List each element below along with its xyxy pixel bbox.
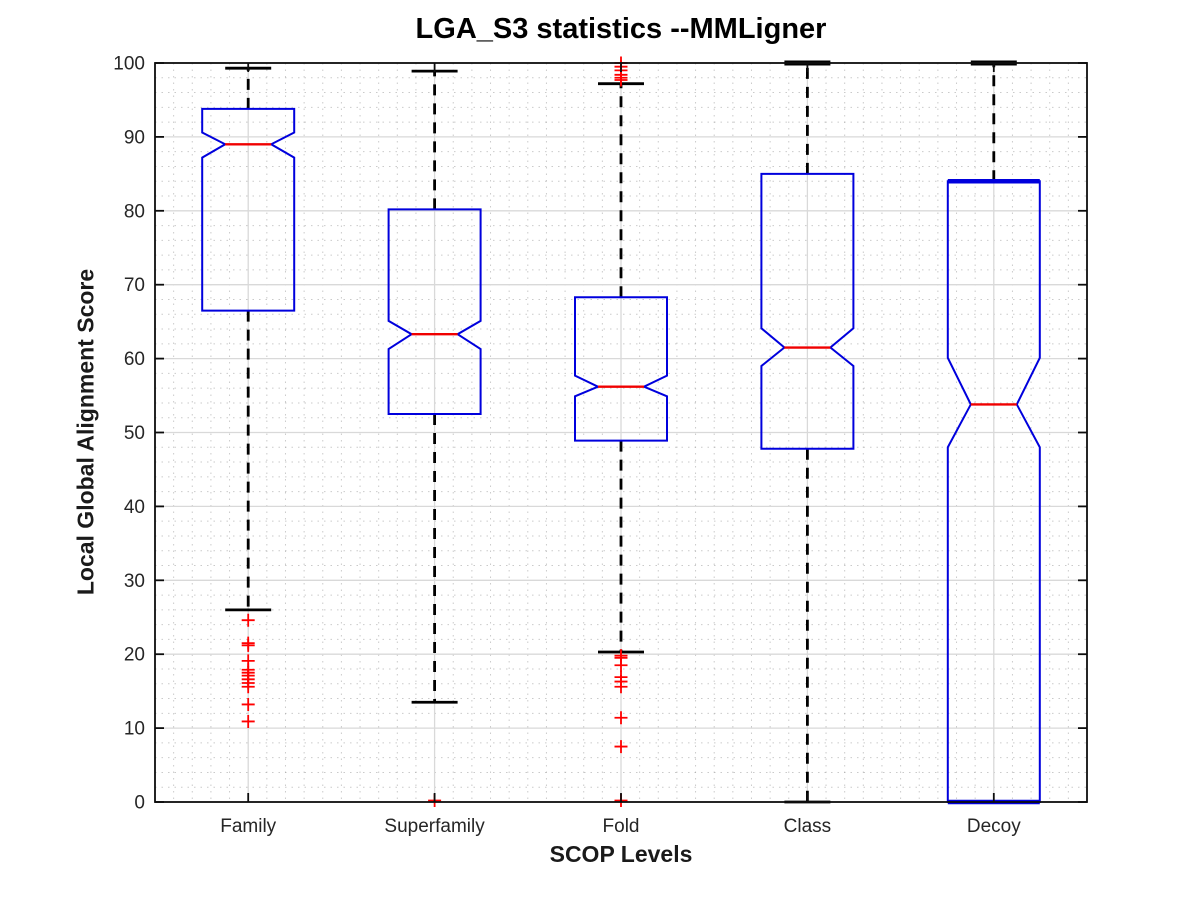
y-axis-label: Local Global Alignment Score: [72, 268, 99, 596]
outlier-marker: [614, 740, 628, 754]
outlier-marker: [614, 711, 628, 725]
outlier-marker: [241, 680, 255, 694]
y-tick-label: 100: [113, 54, 145, 75]
y-tick-labels: 0 10 20 30 40 50 60 70 80 90 100: [113, 54, 145, 814]
y-tick-label: 70: [124, 275, 145, 296]
x-tick-label-superfamily: Superfamily: [384, 816, 485, 837]
box-group-superfamily: [387, 69, 482, 808]
x-tick-labels: Family Superfamily Fold Class Decoy: [220, 816, 1021, 837]
outlier-marker: [614, 658, 628, 672]
x-axis-label: SCOP Levels: [549, 841, 693, 867]
x-tick-label-family: Family: [220, 816, 276, 837]
axis-ticks: [155, 62, 1087, 803]
outlier-marker: [241, 714, 255, 728]
box-superfamily: [387, 208, 482, 416]
y-tick-label: 60: [124, 349, 145, 370]
y-tick-label: 0: [134, 793, 145, 814]
outlier-marker: [614, 680, 628, 694]
outlier-marker: [241, 613, 255, 627]
y-tick-label: 80: [124, 201, 145, 222]
box-group-fold: [574, 56, 668, 808]
y-tick-label: 40: [124, 497, 145, 518]
outlier-marker: [614, 73, 628, 87]
x-tick-label-class: Class: [784, 816, 832, 837]
y-tick-label: 30: [124, 571, 145, 592]
y-tick-label: 10: [124, 719, 145, 740]
box-fold: [574, 296, 668, 442]
x-tick-label-decoy: Decoy: [967, 816, 1021, 837]
outliers-family: [241, 613, 255, 728]
y-tick-label: 50: [124, 423, 145, 444]
box-class: [760, 172, 855, 450]
box-family: [201, 107, 296, 312]
outlier-marker: [241, 697, 255, 711]
chart-title: LGA_S3 statistics --MMLigner: [415, 13, 827, 45]
y-tick-label: 90: [124, 127, 145, 148]
x-tick-label-fold: Fold: [603, 816, 640, 837]
outlier-marker: [241, 638, 255, 652]
y-tick-label: 20: [124, 645, 145, 666]
